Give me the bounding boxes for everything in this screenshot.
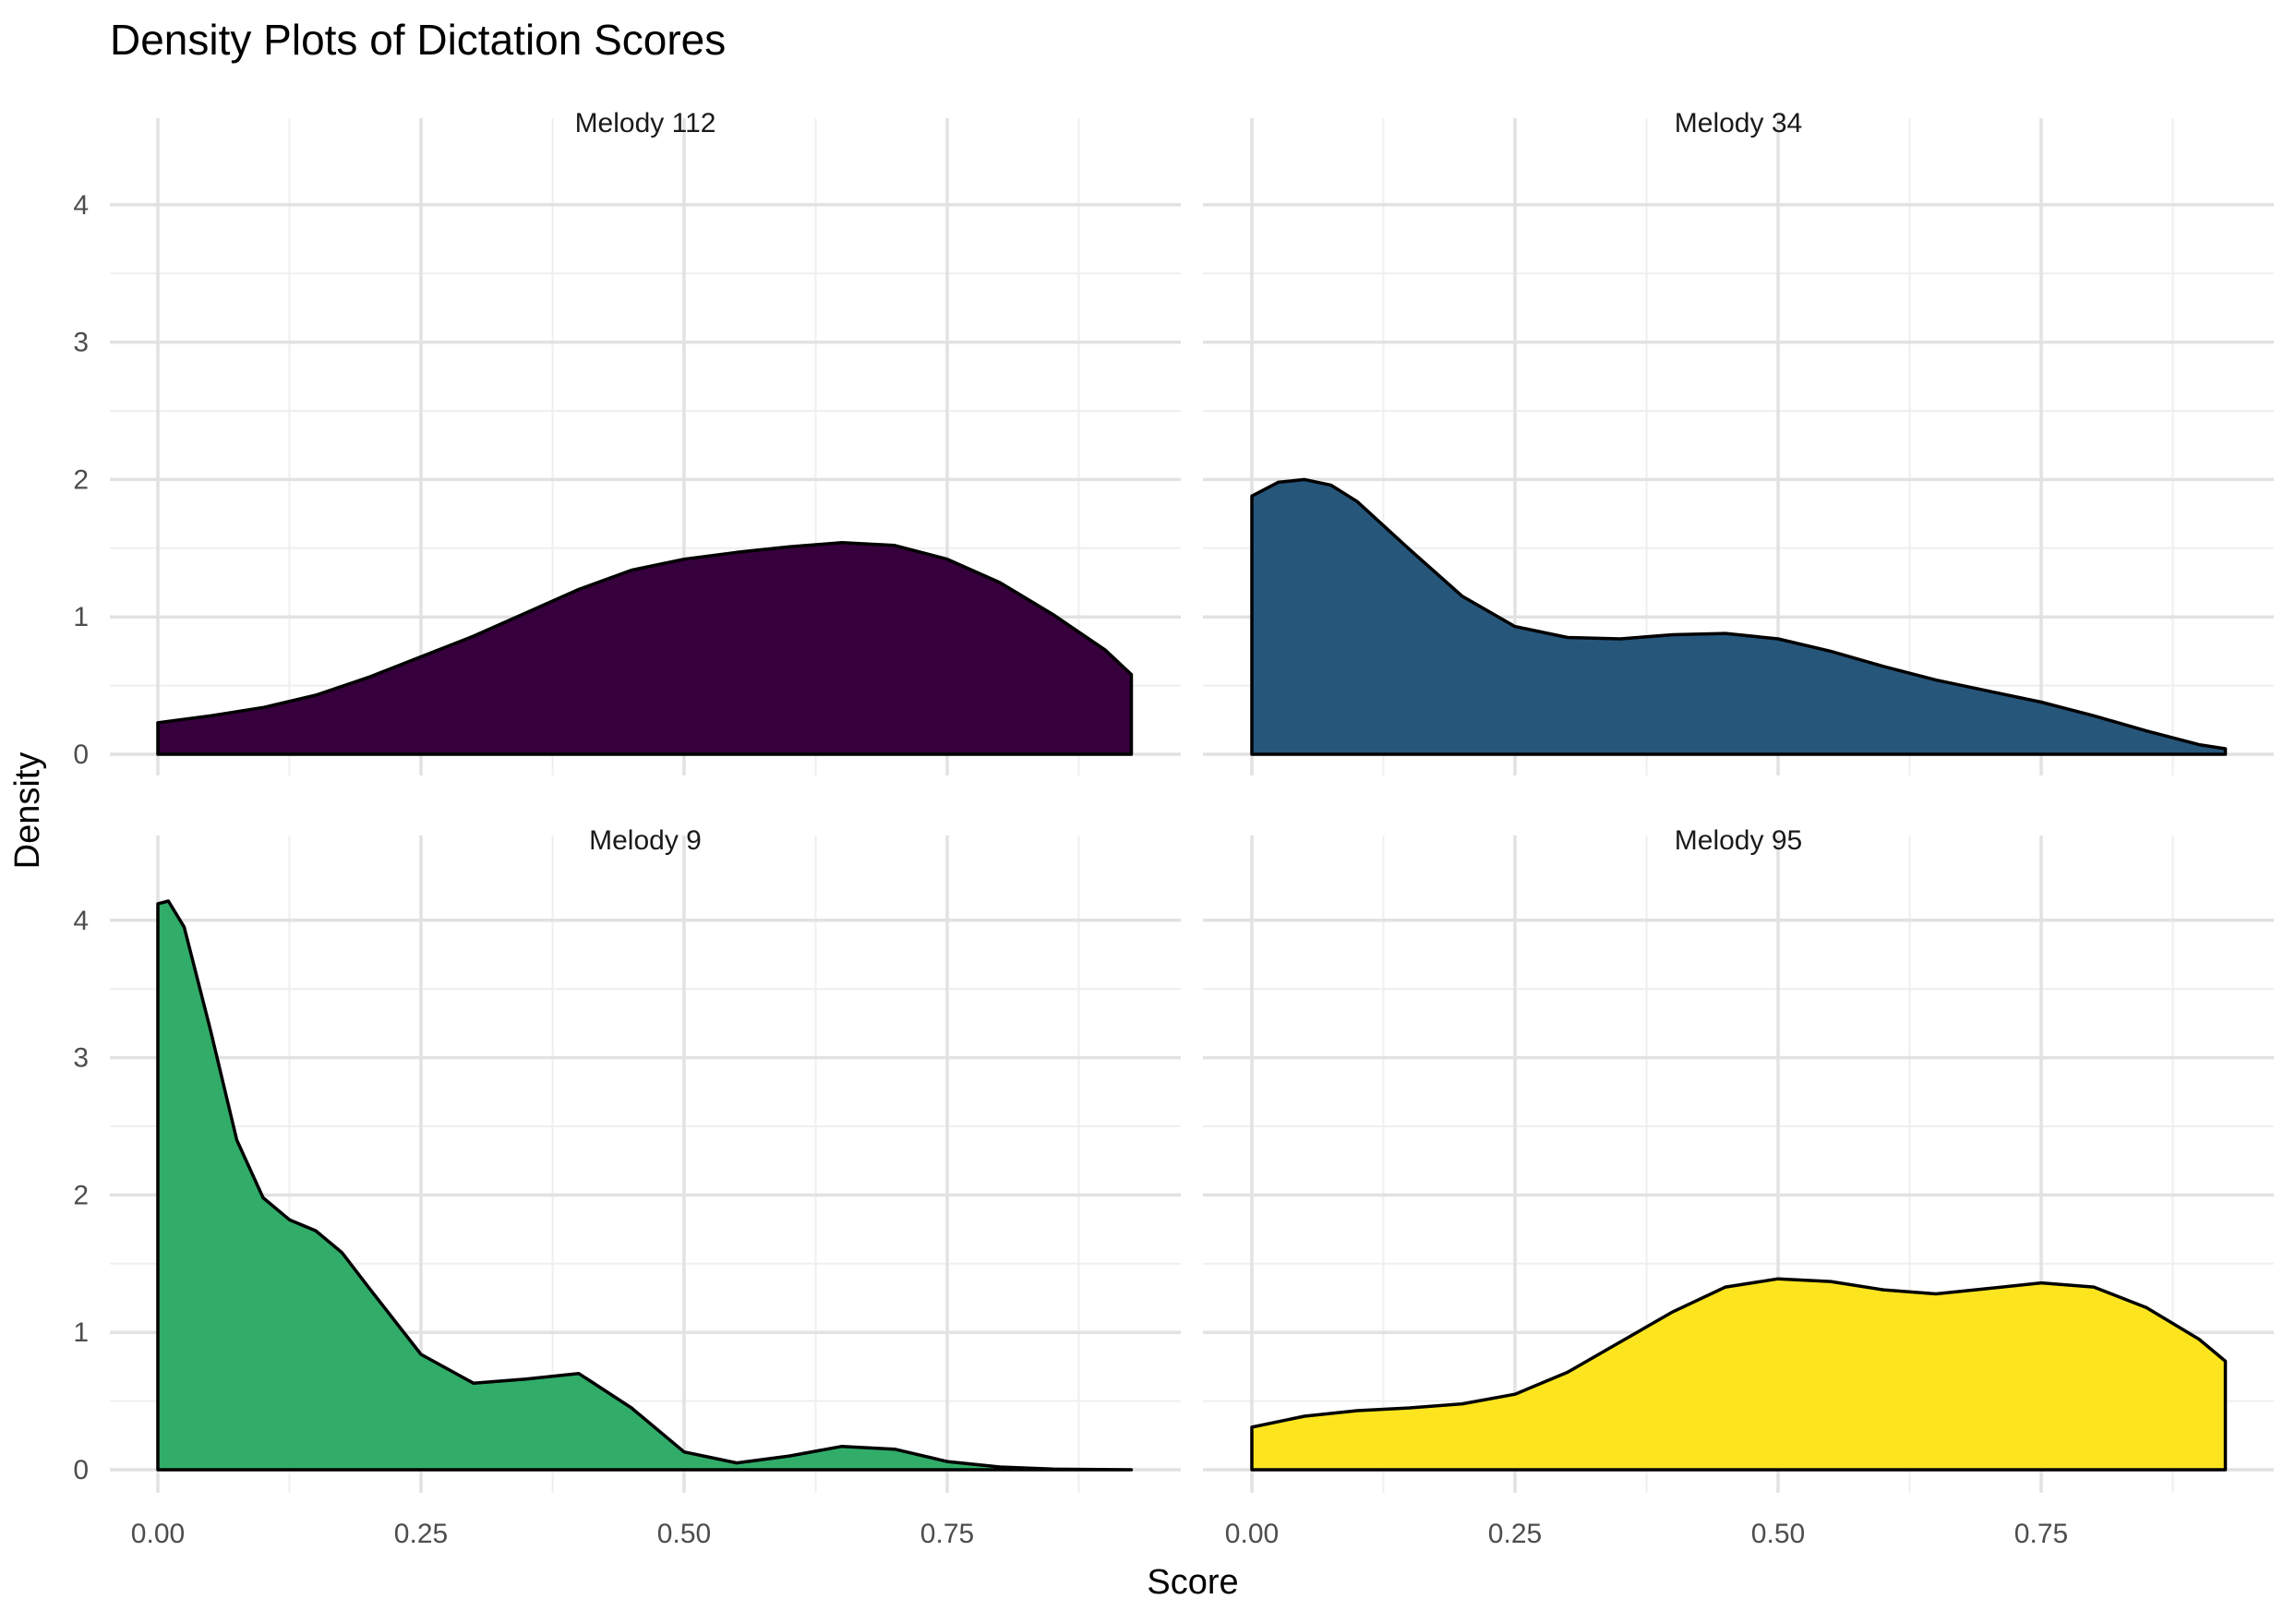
x-tick-label: 0.25 (394, 1519, 448, 1549)
y-tick-label: 4 (73, 190, 89, 221)
facet-panel: Melody 95 0.00 0.25 0.50 0.75 (1203, 825, 2274, 1549)
x-tick-label: 0.75 (920, 1519, 974, 1549)
facet-panel: Melody 9 0 1 2 3 4 0.00 0.25 0.50 0.75 (73, 825, 1181, 1549)
y-tick-label: 2 (73, 464, 89, 495)
facet-strip-label: Melody 95 (1675, 825, 1802, 856)
y-tick-label: 1 (73, 602, 89, 632)
x-tick-label: 0.50 (657, 1519, 711, 1549)
y-tick-label: 0 (73, 739, 89, 770)
facet-strip-label: Melody 9 (589, 825, 702, 856)
x-tick-label: 0.25 (1488, 1519, 1542, 1549)
y-tick-label: 0 (73, 1455, 89, 1485)
density-area (156, 541, 1134, 756)
y-tick-label: 1 (73, 1317, 89, 1348)
x-tick-label: 0.75 (2014, 1519, 2068, 1549)
facet-panels: Melody 112 0 1 2 3 4 Melody 34 Melody 9 0 1 2 3 4 0.0… (73, 108, 2274, 1549)
facet-strip-label: Melody 34 (1675, 108, 1802, 138)
chart-title: Density Plots of Dictation Scores (110, 16, 726, 64)
x-axis-title: Score (1147, 1563, 1238, 1602)
density-area (1250, 1277, 2228, 1472)
x-tick-label: 0.00 (1225, 1519, 1279, 1549)
y-tick-label: 4 (73, 906, 89, 936)
density-area (156, 899, 1134, 1472)
facet-strip-label: Melody 112 (575, 108, 716, 138)
x-tick-label: 0.50 (1751, 1519, 1805, 1549)
facet-panel: Melody 34 (1203, 108, 2274, 775)
density-area (1250, 477, 2228, 756)
y-tick-label: 3 (73, 1043, 89, 1074)
y-tick-label: 3 (73, 328, 89, 358)
x-tick-label: 0.00 (131, 1519, 185, 1549)
y-axis-title: Density (8, 752, 47, 870)
y-tick-label: 2 (73, 1180, 89, 1210)
facet-panel: Melody 112 0 1 2 3 4 (73, 108, 1181, 775)
